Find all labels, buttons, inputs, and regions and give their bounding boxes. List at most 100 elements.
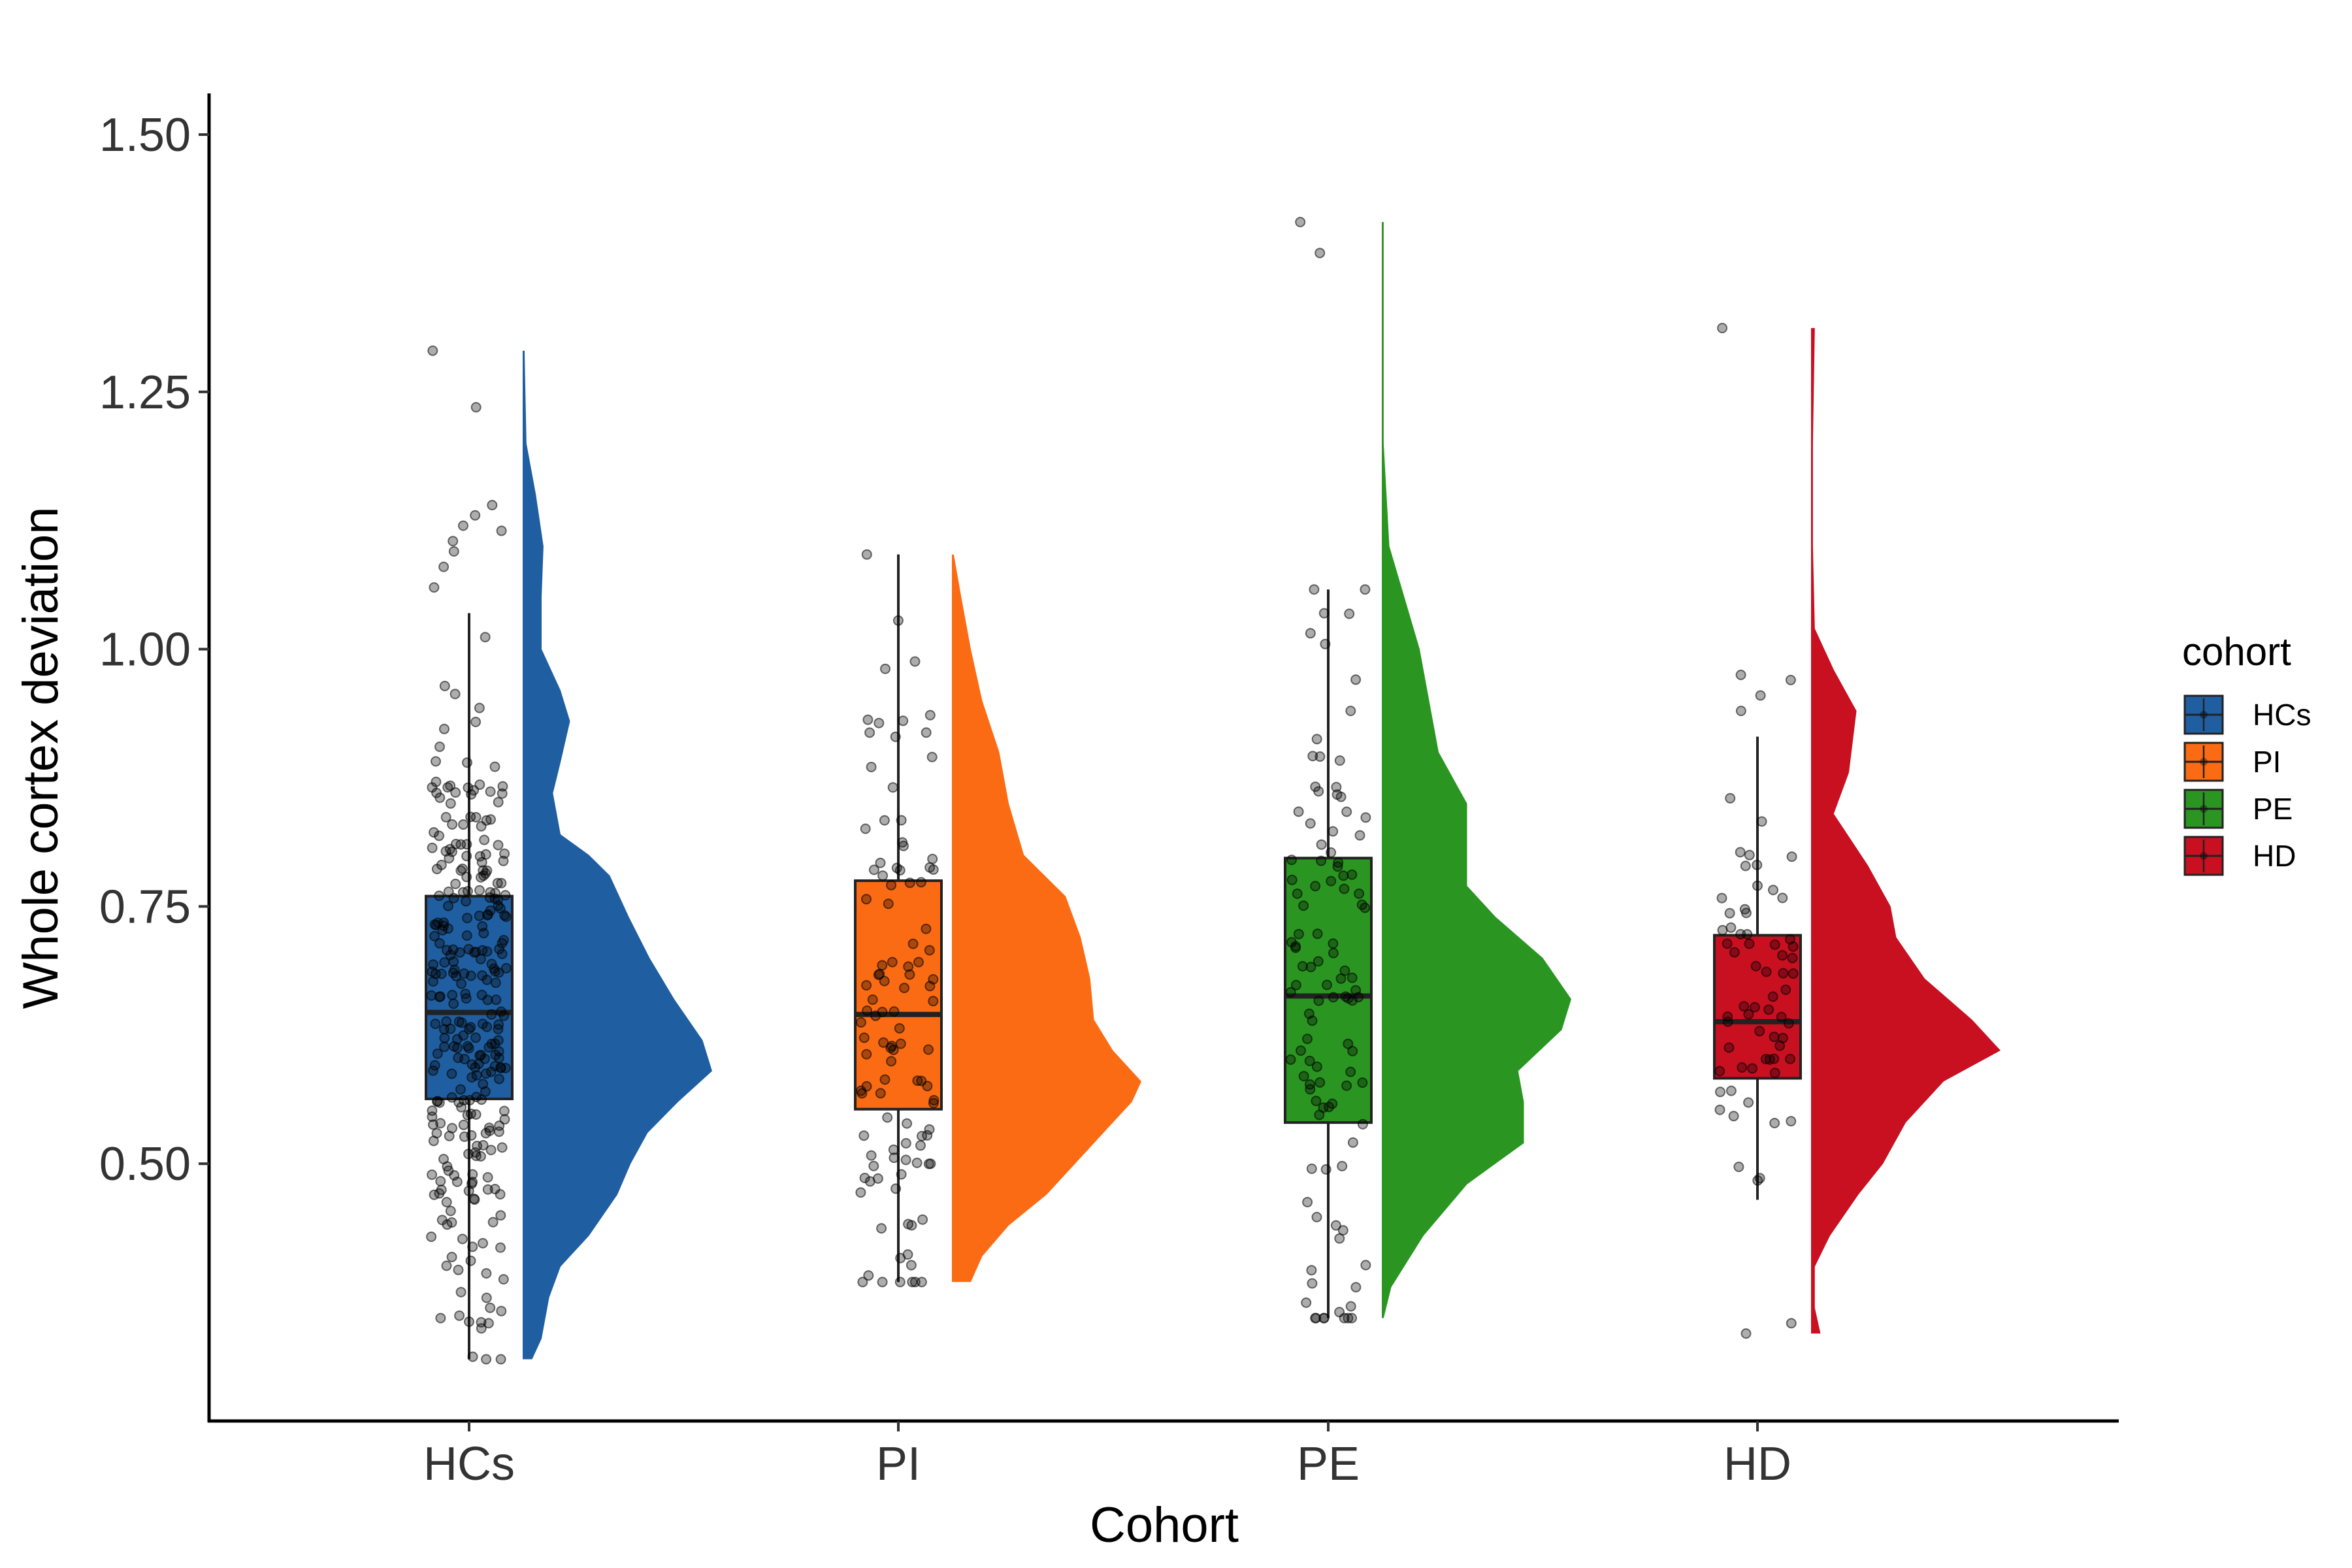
- data-point: [1318, 1313, 1330, 1324]
- data-point: [882, 1112, 893, 1123]
- data-point: [469, 1194, 480, 1205]
- data-point: [439, 1032, 450, 1043]
- data-point: [484, 892, 495, 903]
- legend-item-pi: PI: [2183, 742, 2281, 782]
- data-point: [879, 975, 890, 987]
- data-point: [917, 1130, 927, 1141]
- data-point: [455, 1286, 466, 1298]
- data-point: [466, 1072, 478, 1083]
- data-point: [1769, 1118, 1780, 1128]
- data-point: [450, 838, 461, 849]
- data-point: [443, 900, 453, 911]
- data-point: [474, 702, 485, 713]
- data-point: [863, 1270, 874, 1281]
- data-point: [903, 961, 914, 972]
- data-point: [862, 1005, 873, 1016]
- data-point: [1360, 584, 1371, 595]
- data-point: [481, 815, 492, 826]
- density-cloud-pe: [1382, 221, 1571, 1318]
- data-point: [1350, 1282, 1362, 1293]
- density-cloud-pi: [952, 554, 1141, 1282]
- data-point: [454, 1310, 465, 1321]
- data-point: [1787, 953, 1798, 964]
- data-point: [446, 1252, 457, 1262]
- data-point: [427, 842, 438, 853]
- data-point: [1311, 734, 1322, 745]
- data-point: [445, 798, 456, 809]
- data-point: [1301, 1297, 1312, 1308]
- data-point: [481, 1354, 492, 1365]
- data-point: [1714, 1104, 1725, 1115]
- data-point: [478, 1237, 488, 1249]
- data-point: [427, 1065, 438, 1076]
- data-point: [1310, 881, 1321, 892]
- data-point: [435, 1176, 446, 1186]
- data-point: [1318, 1102, 1329, 1113]
- data-point: [429, 930, 440, 941]
- data-point: [886, 1056, 897, 1067]
- data-point: [928, 1095, 939, 1105]
- y-axis-title: Whole cortex deviation: [13, 507, 69, 1009]
- data-point: [474, 851, 485, 862]
- data-point: [1307, 1278, 1318, 1289]
- legend-key-point: [2200, 758, 2208, 766]
- data-point: [1769, 1053, 1780, 1064]
- data-point: [1776, 1011, 1787, 1022]
- data-point: [440, 811, 451, 823]
- data-point: [1725, 922, 1737, 933]
- data-point: [924, 710, 936, 721]
- data-point: [447, 1122, 457, 1134]
- data-point: [482, 865, 493, 876]
- data-point: [1749, 1002, 1760, 1013]
- data-point: [855, 1187, 866, 1198]
- data-point: [470, 1109, 482, 1120]
- data-point: [1302, 1034, 1313, 1045]
- data-point: [434, 938, 445, 949]
- data-point: [476, 857, 487, 868]
- data-point: [1768, 885, 1778, 896]
- data-point: [1313, 956, 1324, 967]
- data-point: [436, 1215, 448, 1226]
- data-point: [448, 968, 459, 978]
- x-tick-label: HCs: [423, 1438, 515, 1490]
- data-point: [448, 536, 459, 547]
- data-point: [911, 1157, 923, 1168]
- data-point: [443, 1165, 454, 1176]
- data-point: [500, 963, 512, 973]
- data-point: [1347, 995, 1358, 1006]
- legend-key-point: [2200, 852, 2208, 860]
- data-point: [1286, 874, 1298, 885]
- data-point: [1760, 1054, 1771, 1064]
- data-point: [903, 1218, 914, 1230]
- legend-label: HCs: [2253, 698, 2311, 732]
- data-point: [1341, 1080, 1352, 1091]
- data-point: [458, 520, 468, 531]
- legend-label: PI: [2253, 745, 2281, 779]
- data-point: [896, 815, 907, 826]
- data-point: [894, 1023, 905, 1034]
- data-point: [1303, 1008, 1315, 1019]
- data-point: [1293, 928, 1304, 939]
- data-point: [497, 781, 508, 792]
- data-point: [459, 968, 470, 979]
- data-point: [490, 977, 501, 988]
- y-tick-label: 0.75: [99, 881, 191, 933]
- data-point: [1337, 1160, 1348, 1171]
- legend-label: PE: [2253, 792, 2293, 826]
- data-point: [857, 1277, 868, 1288]
- data-point: [1725, 1085, 1737, 1096]
- data-point: [434, 742, 445, 752]
- data-point: [462, 913, 473, 924]
- data-point: [1344, 608, 1355, 619]
- data-point: [468, 785, 480, 796]
- data-point: [1735, 847, 1746, 858]
- data-point: [1333, 857, 1344, 868]
- data-point: [1743, 1009, 1754, 1020]
- data-point: [466, 1059, 478, 1070]
- data-point: [434, 1097, 445, 1108]
- data-point: [481, 1292, 492, 1303]
- data-point: [909, 656, 921, 667]
- data-point: [898, 840, 909, 851]
- data-point: [861, 1049, 872, 1060]
- data-point: [1305, 1079, 1315, 1090]
